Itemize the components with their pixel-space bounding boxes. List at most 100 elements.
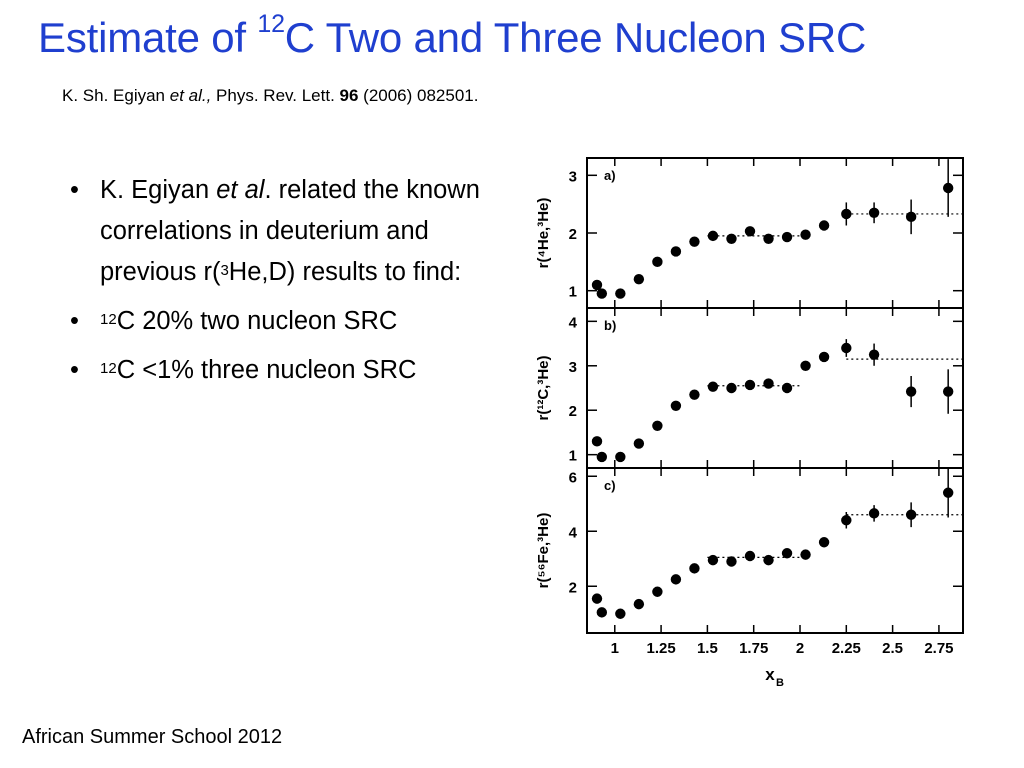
x-tick-label: 1.5 — [697, 640, 718, 657]
bullet-item: • K. Egiyan et al. related the known corr… — [70, 170, 510, 293]
panel-label: c) — [604, 478, 616, 493]
data-point — [670, 574, 682, 585]
data-point — [744, 226, 756, 237]
bullet-text: C <1% three nucleon SRC — [116, 356, 417, 384]
data-point — [800, 549, 811, 560]
data-point — [596, 451, 608, 463]
data-point — [689, 389, 700, 400]
data-point — [726, 382, 737, 394]
y-tick-label: 2 — [569, 579, 577, 596]
citation-etal: et al., — [169, 86, 212, 105]
data-point — [781, 231, 793, 243]
data-point — [800, 229, 811, 240]
x-tick-label: 1.75 — [739, 640, 768, 657]
x-tick-label: 1 — [611, 640, 619, 657]
bullet-superscript: 3 — [220, 262, 229, 279]
x-tick-label: 2 — [796, 640, 804, 657]
bullet-text: He,D) results to find: — [228, 258, 462, 286]
citation-rest: (2006) 082501. — [358, 86, 479, 105]
y-tick-label: 4 — [569, 314, 578, 331]
data-point — [818, 537, 830, 548]
data-point — [707, 381, 719, 392]
y-tick-label: 6 — [569, 469, 577, 486]
data-point — [781, 548, 793, 559]
data-point — [841, 208, 852, 220]
bullet-text: C 20% two nucleon SRC — [116, 307, 398, 335]
bullet-dot: • — [70, 307, 79, 335]
data-point — [689, 563, 700, 574]
data-point — [652, 586, 663, 597]
y-tick-label: 2 — [569, 226, 577, 243]
x-tick-label: 1.25 — [646, 640, 675, 657]
data-point — [763, 233, 774, 244]
data-point — [905, 211, 917, 223]
data-point — [942, 386, 954, 397]
data-point — [633, 598, 645, 610]
data-point — [763, 554, 774, 566]
panel-frame — [586, 157, 964, 309]
data-point — [596, 288, 608, 299]
bullet-text: . related the known correlations in deut… — [100, 176, 480, 286]
data-point — [615, 451, 626, 463]
data-point — [841, 342, 852, 354]
bullet-item: • 12C 20% two nucleon SRC — [70, 301, 510, 342]
y-tick-label: 2 — [569, 403, 577, 420]
panel-label: a) — [604, 168, 616, 183]
data-point — [596, 607, 608, 618]
data-point — [633, 438, 645, 449]
bullet-text: K. Egiyan — [100, 176, 217, 204]
x-axis-label: x — [765, 665, 775, 684]
citation-volume: 96 — [339, 86, 359, 105]
citation-authors: K. Sh. Egiyan — [62, 86, 170, 105]
data-point — [841, 515, 852, 526]
data-point — [591, 593, 603, 604]
data-point — [818, 351, 830, 363]
y-tick-label: 1 — [569, 448, 577, 465]
data-point — [868, 508, 880, 519]
data-point — [615, 608, 626, 619]
data-point — [744, 379, 756, 391]
data-point — [591, 436, 603, 447]
bullet-item: • 12C <1% three nucleon SRC — [70, 350, 510, 391]
data-point — [652, 420, 663, 431]
data-point — [652, 256, 663, 268]
data-point — [763, 378, 774, 389]
x-axis-label-subscript: B — [776, 677, 784, 689]
bullet-dot: • — [70, 176, 79, 204]
footer: African Summer School 2012 — [22, 726, 283, 748]
data-point — [868, 349, 880, 360]
y-axis-label: r(⁵⁶Fe,³He) — [535, 513, 552, 589]
data-point — [942, 182, 954, 194]
y-tick-label: 3 — [569, 168, 577, 185]
bullet-superscript: 12 — [100, 360, 117, 377]
y-tick-label: 1 — [569, 284, 577, 301]
data-point — [942, 487, 954, 498]
x-tick-label: 2.25 — [832, 640, 861, 657]
data-point — [707, 230, 719, 242]
data-point — [707, 554, 719, 566]
y-axis-label: r(⁴He,³He) — [535, 198, 552, 269]
bullet-list: • K. Egiyan et al. related the known corr… — [70, 170, 510, 399]
data-point — [818, 220, 830, 231]
citation: K. Sh. Egiyan et al., Phys. Rev. Lett. 9… — [62, 86, 478, 106]
data-point — [905, 509, 917, 520]
data-point — [781, 382, 793, 394]
panel-frame — [586, 467, 964, 634]
title-prefix: Estimate of — [38, 14, 258, 61]
title-superscript: 12 — [257, 10, 285, 38]
slide-title: Estimate of 12C Two and Three Nucleon SR… — [38, 10, 867, 62]
ratio-plot: 1 2 3 a) r(⁴He,³He) 1 2 3 4 b) r(¹²C,³He) 2 4 6 c) r(⁵⁶… — [535, 157, 964, 689]
title-suffix: C Two and Three Nucleon SRC — [284, 14, 867, 61]
data-point — [633, 273, 645, 285]
y-axis-label: r(¹²C,³He) — [535, 356, 552, 421]
data-point — [726, 233, 737, 244]
bullet-superscript: 12 — [100, 311, 117, 328]
y-tick-label: 3 — [569, 359, 577, 376]
data-point — [905, 386, 917, 397]
data-point — [670, 400, 682, 411]
panel-label: b) — [604, 318, 616, 333]
y-tick-label: 4 — [569, 524, 578, 541]
bullet-dot: • — [70, 356, 79, 384]
data-point — [689, 236, 700, 247]
data-point — [744, 550, 756, 562]
